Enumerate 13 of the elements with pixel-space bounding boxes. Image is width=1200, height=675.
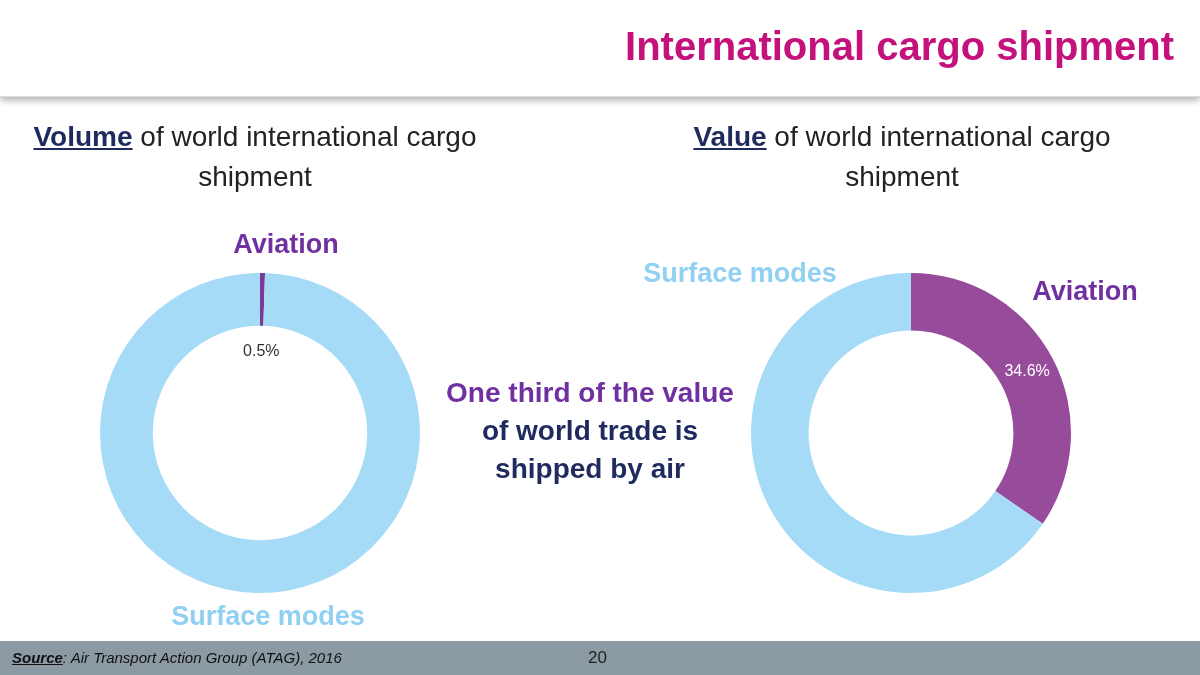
chart-title: Volume of world international cargo shipment [32, 120, 478, 194]
text: International cargo shipment [625, 24, 1174, 69]
slice-label: Aviation [1032, 275, 1138, 307]
source-note: Source: Air Transport Action Group (ATAG), 2016 [12, 649, 342, 666]
data-label: 0.5% [243, 342, 280, 360]
slice-label: Surface modes [171, 600, 365, 632]
slice-label: Surface modes [643, 257, 837, 289]
data-label: 34.6% [1004, 362, 1050, 380]
chart-title: Value of world international cargo shipment [692, 120, 1112, 194]
slice-label: Aviation [233, 228, 339, 260]
text: One third of the value [446, 377, 734, 408]
text: of world trade is shipped by air [481, 415, 699, 484]
text: 20 [588, 648, 607, 668]
